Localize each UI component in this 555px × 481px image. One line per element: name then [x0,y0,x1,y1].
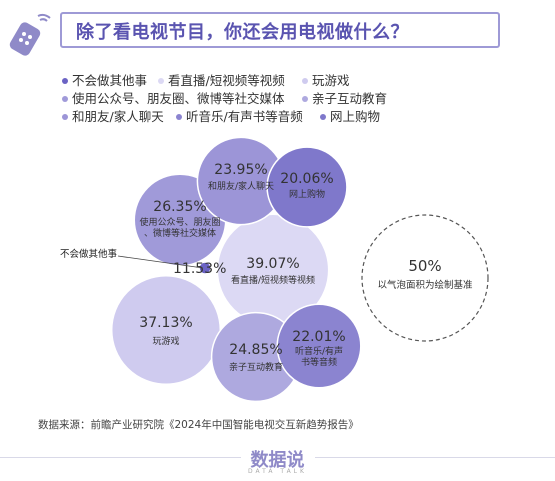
legend-item: 网上购物 [320,106,380,125]
legend-dot [302,95,308,102]
legend-item: 看直播/短视频等视频 [158,70,285,89]
bubble-label: 使用公众号、朋友圈 [139,216,220,228]
brand-sub: DATA TALK [248,468,307,475]
title-box: 除了看电视节目，你还会用电视做什么？ [60,12,500,48]
bubble-label: 看直播/短视频等视频 [231,274,315,286]
bubble-value-label: 11.53% [173,261,226,277]
bubble-value-label: 23.95% [214,162,267,178]
bubble [266,146,348,228]
brand-logo: 数据说 [0,446,555,472]
bubble-chart: 37.13% 玩游戏 39.07% 看直播/短视频等视频 26.35%使用公众号、朋友圈… [60,136,489,403]
bubble-label: 不会做其他事 [60,248,118,260]
bubble-label: 玩游戏 [152,335,179,347]
bubble-value-label: 39.07% [246,256,299,272]
bubble-label: 书等音频 [301,356,337,368]
bubble-value-label: 26.35% [153,199,206,215]
legend-label: 使用公众号、朋友圈、微博等社交媒体 [72,91,285,106]
reference-label: 以气泡面积为绘制基准 [377,279,473,291]
legend-dot [320,113,326,120]
bubble-label: 听音乐/有声 [295,345,343,357]
legend-label: 看直播/短视频等视频 [168,73,285,88]
brand-name: 数据说 [240,450,315,471]
legend-label: 听音乐/有声书等音频 [186,109,303,124]
legend-item: 和朋友/家人聊天 [62,106,164,125]
legend-dot [62,113,68,120]
legend-dot [62,95,68,102]
leader-line [117,255,204,269]
bubble-label: 和朋友/家人聊天 [208,180,274,192]
reference-bubble-group: 50% 以气泡面积为绘制基准 [361,214,489,342]
legend-dot [62,77,68,84]
bubble-value-label: 24.85% [229,342,282,358]
bubble-label: 亲子互动教育 [229,361,283,373]
bubble-value-label: 22.01% [292,329,345,345]
legend-label: 不会做其他事 [72,73,148,88]
bubble [276,303,362,389]
legend-item: 使用公众号、朋友圈、微博等社交媒体 [62,88,285,107]
legend-label: 和朋友/家人聊天 [72,109,164,124]
reference-value-label: 50% [408,257,441,275]
bubble-label: 网上购物 [289,188,325,200]
legend-dot [176,113,182,120]
chart-title: 除了看电视节目，你还会用电视做什么？ [76,22,409,43]
bubble-label: 、微博等社交媒体 [144,227,216,239]
legend-label: 玩游戏 [312,73,350,88]
legend-item: 亲子互动教育 [302,88,387,107]
bubble [198,261,212,275]
legend-item: 玩游戏 [302,70,350,89]
legend-dot [302,77,308,84]
data-source: 数据来源：前瞻产业研究院《2024年中国智能电视交互新趋势报告》 [38,419,359,431]
legend-dot [158,77,164,84]
bubble-value-label: 20.06% [280,171,333,187]
legend-item: 不会做其他事 [62,70,147,89]
legend-label: 网上购物 [330,109,381,124]
bubbles-group: 37.13% 玩游戏 39.07% 看直播/短视频等视频 26.35%使用公众号、朋友圈… [60,136,362,403]
tv-remote-icon [8,10,56,56]
brand-footer: 数据说 DATA TALK [0,440,555,481]
bubble-value-label: 37.13% [139,315,192,331]
legend-item: 听音乐/有声书等音频 [176,106,303,125]
reference-circle [361,214,489,342]
legend-label: 亲子互动教育 [312,91,388,106]
